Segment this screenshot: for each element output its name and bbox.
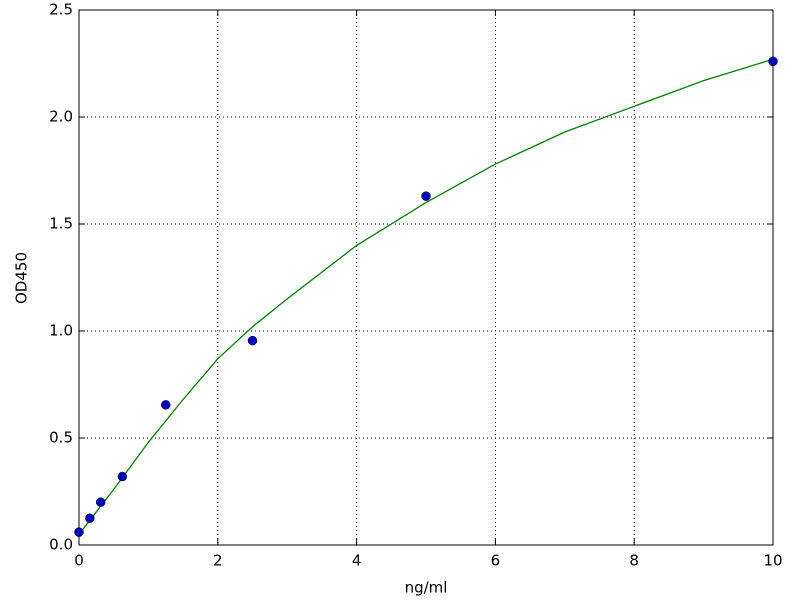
y-tick-label: 0.5: [49, 429, 73, 447]
data-point: [74, 527, 84, 537]
x-tick-label: 6: [491, 552, 501, 570]
y-tick-label: 0.0: [49, 536, 73, 554]
x-tick-label: 10: [763, 552, 782, 570]
y-tick-label: 2.5: [49, 1, 73, 19]
y-axis-label: OD450: [13, 252, 31, 304]
fit-curve: [78, 58, 774, 535]
data-point: [117, 471, 128, 482]
plot-frame: [78, 9, 774, 546]
data-point: [247, 335, 258, 346]
x-tick-label: 4: [352, 552, 362, 570]
data-point: [85, 513, 95, 523]
y-tick-label: 1.0: [49, 322, 73, 340]
x-tick-label: 8: [629, 552, 639, 570]
x-tick-label: 0: [74, 552, 84, 570]
data-point: [161, 400, 171, 410]
x-tick-label: 2: [213, 552, 223, 570]
y-tick-label: 2.0: [49, 108, 73, 126]
data-point: [768, 56, 778, 67]
data-point: [421, 191, 431, 201]
y-tick-label: 1.5: [49, 215, 73, 233]
data-point: [95, 497, 106, 507]
x-axis-label: ng/ml: [405, 579, 448, 597]
